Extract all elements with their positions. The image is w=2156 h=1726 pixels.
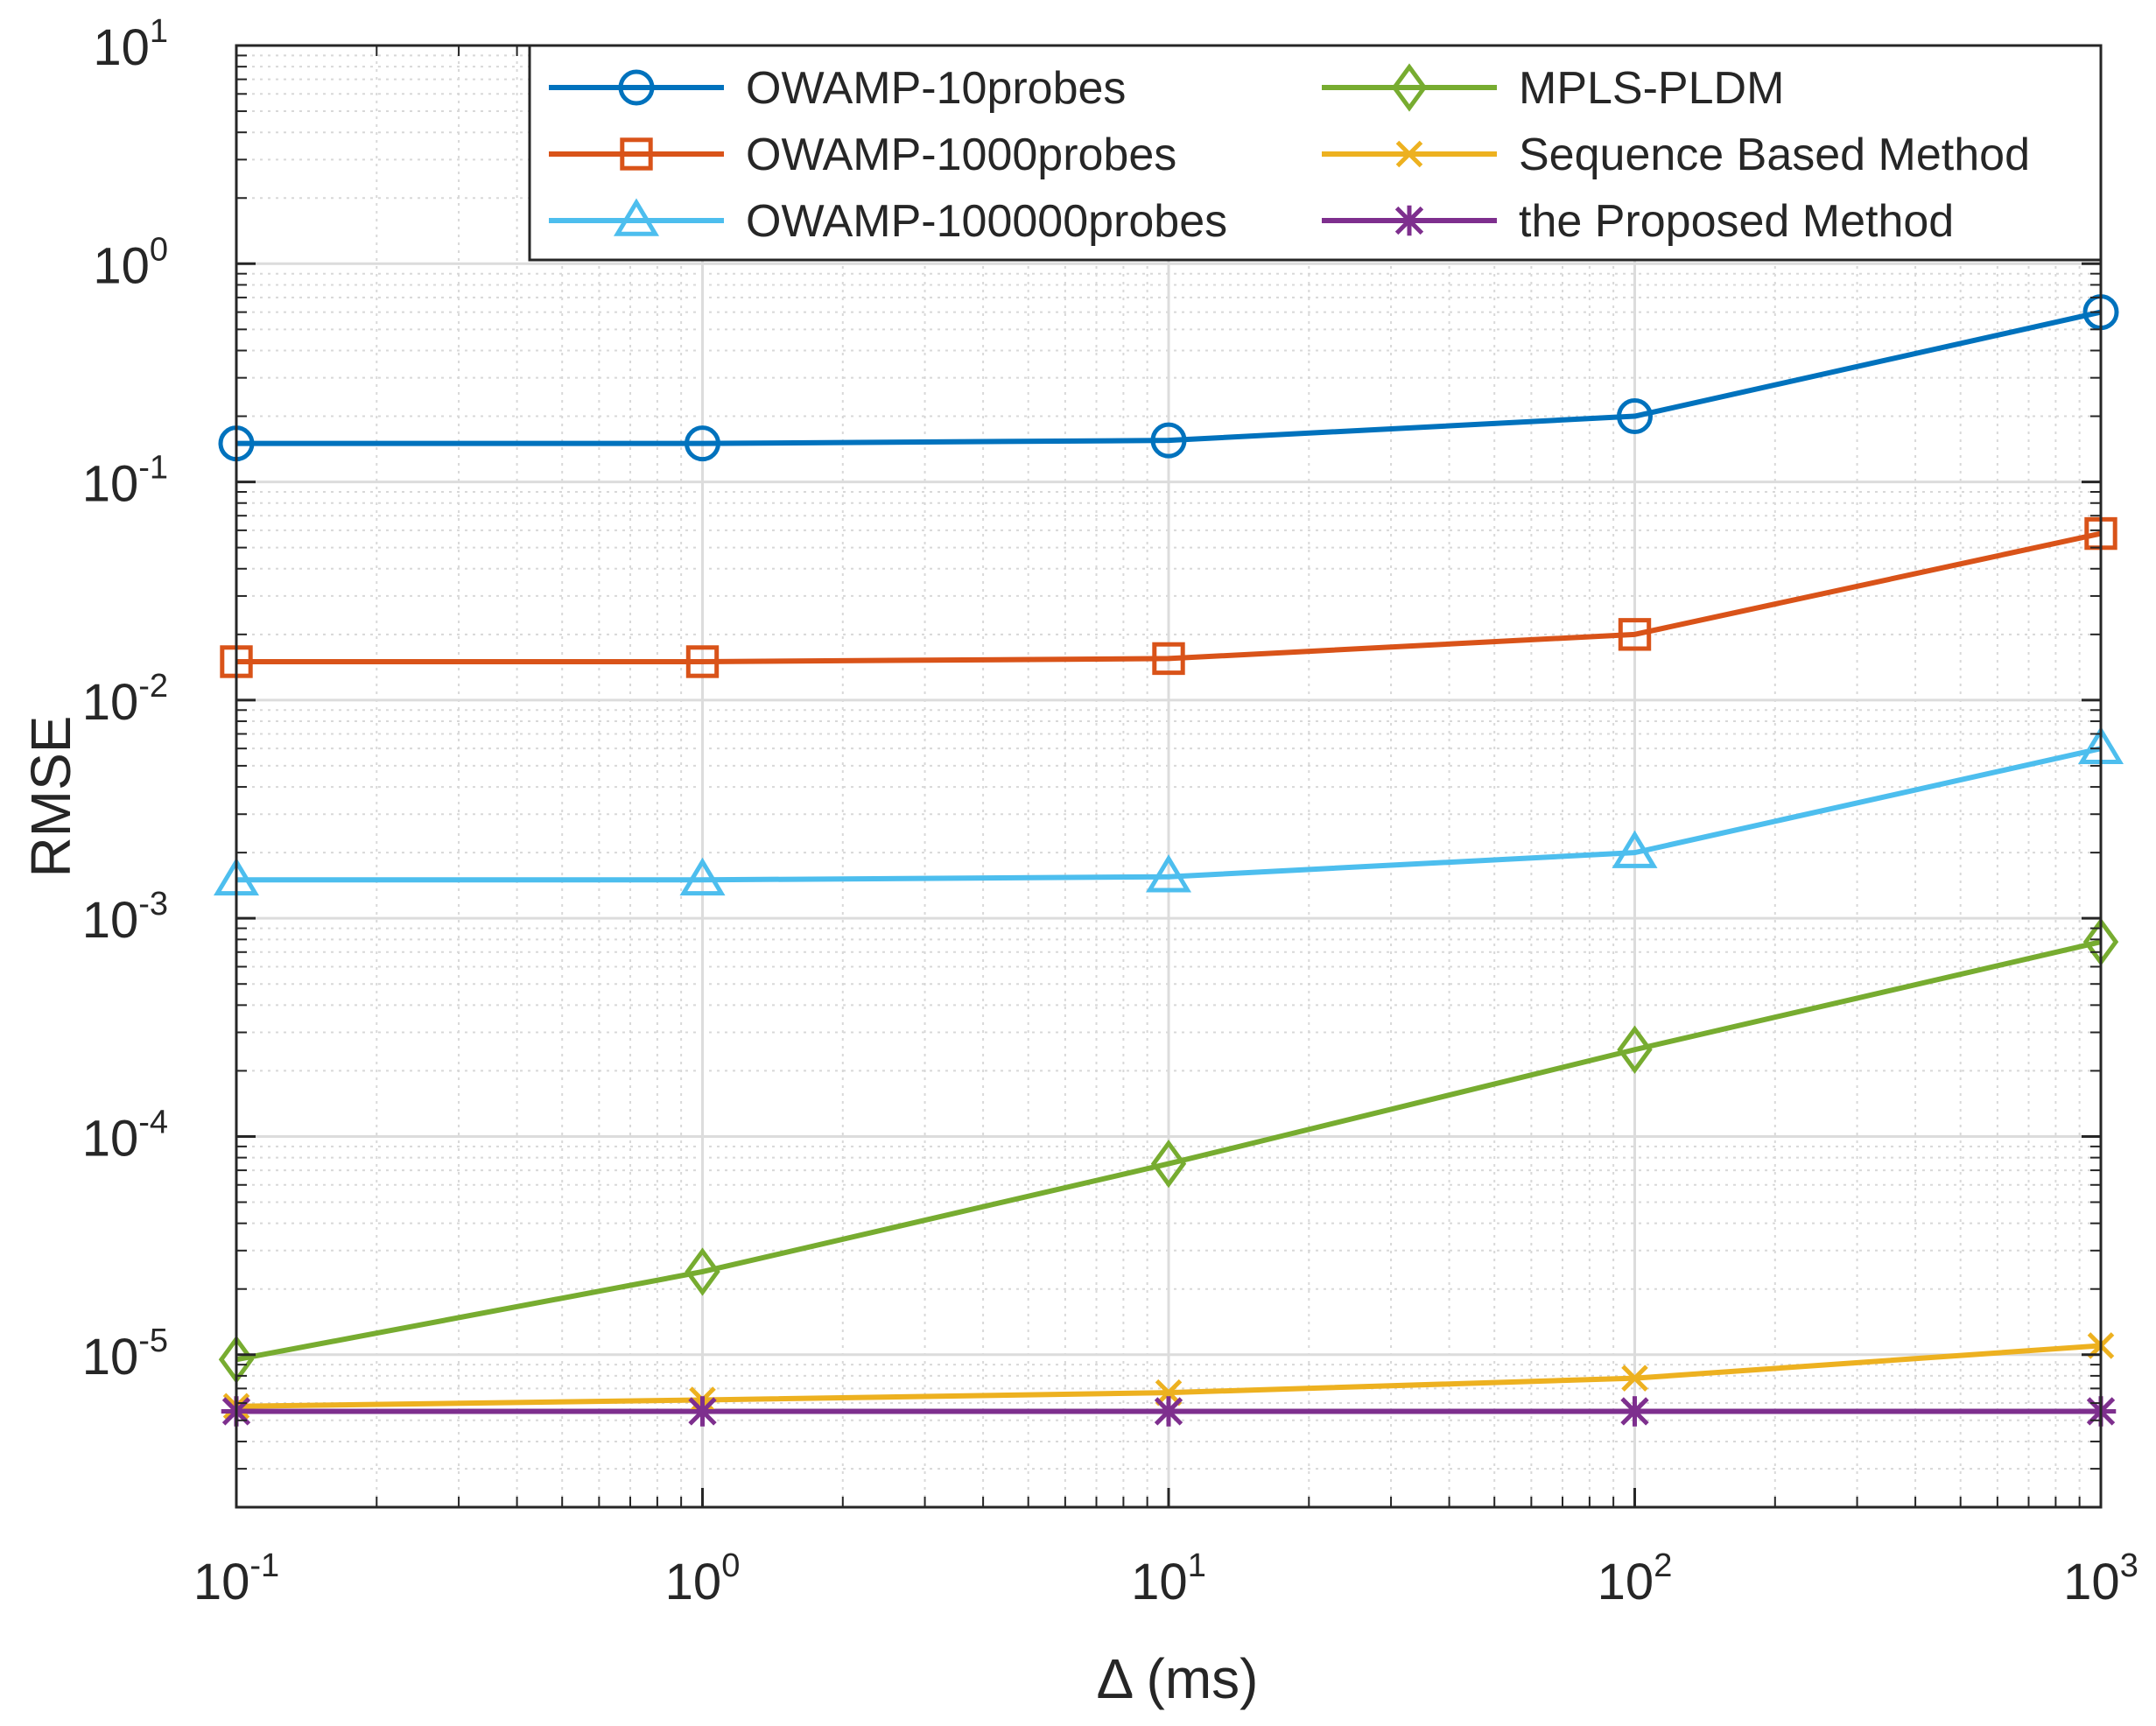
x-axis-label: Δ (ms) xyxy=(1097,1647,1259,1710)
legend-label: OWAMP-1000probes xyxy=(746,130,1176,180)
y-tick-label: 10-2 xyxy=(82,668,168,731)
triangle-marker xyxy=(613,198,660,236)
y-tick-label: 10-5 xyxy=(82,1323,168,1386)
data-point-the-proposed-method xyxy=(1619,1396,1650,1427)
legend-item-owamp-100000probes: OWAMP-100000probes xyxy=(549,196,1227,247)
data-point-mpls-pldm xyxy=(685,1247,720,1296)
y-tick-label: 10-1 xyxy=(82,450,168,513)
y-tick-label: 10-4 xyxy=(82,1104,168,1167)
series-line-owamp-1000probes xyxy=(236,530,2102,664)
data-point-owamp-100000probes xyxy=(679,857,726,896)
x-marker xyxy=(1395,140,1423,168)
legend-item-the-proposed-method: the Proposed Method xyxy=(1322,196,1954,247)
legend-label: OWAMP-10probes xyxy=(746,63,1126,114)
y-tick-label: 10-3 xyxy=(82,886,168,949)
data-point-owamp-100000probes xyxy=(1145,854,1192,893)
data-point-owamp-10probes xyxy=(1617,398,1653,435)
x-tick-label: 102 xyxy=(1598,1547,1673,1610)
data-point-the-proposed-method xyxy=(1153,1396,1184,1427)
x-tick-label: 100 xyxy=(665,1547,741,1610)
data-point-mpls-pldm xyxy=(1617,1025,1653,1074)
data-point-the-proposed-method xyxy=(687,1396,718,1427)
circle-marker xyxy=(618,69,655,106)
data-point-owamp-10probes xyxy=(1150,422,1187,459)
data-point-owamp-100000probes xyxy=(1612,830,1658,868)
series-markers xyxy=(213,294,2124,1427)
diamond-marker xyxy=(1391,63,1428,112)
data-point-owamp-1000probes xyxy=(1618,618,1652,651)
series-line-mpls-pldm xyxy=(235,939,2102,1363)
major-grid xyxy=(235,44,2103,1507)
series-line-owamp-100000probes xyxy=(236,746,2102,883)
legend-item-owamp-1000probes: OWAMP-1000probes xyxy=(549,130,1176,180)
x-tick-label: 101 xyxy=(1131,1547,1206,1610)
y-tick-label: 101 xyxy=(93,13,168,76)
data-point-mpls-pldm xyxy=(1150,1139,1187,1189)
legend-label: MPLS-PLDM xyxy=(1519,63,1784,114)
legend-item-owamp-10probes: OWAMP-10probes xyxy=(549,63,1126,114)
legend: OWAMP-10probes OWAMP-1000probes OWAMP-1000… xyxy=(528,44,2103,262)
legend-label: OWAMP-100000probes xyxy=(746,196,1227,247)
legend-label: the Proposed Method xyxy=(1519,196,1954,247)
legend-label: Sequence Based Method xyxy=(1519,130,2030,180)
x-tick-label: 10-1 xyxy=(193,1547,279,1610)
data-point-sequence-based-method xyxy=(1621,1365,1648,1392)
data-point-owamp-1000probes xyxy=(685,645,720,678)
square-marker xyxy=(620,137,653,171)
legend-box xyxy=(528,44,2103,262)
tick-labels: 10-1 100 101 102 103 10-5 10-4 10-3 10-2 10-1 100 1… xyxy=(82,13,2138,1610)
y-tick-label: 100 xyxy=(93,231,168,294)
y-axis-label: RMSE xyxy=(19,716,82,878)
star-marker xyxy=(1394,205,1425,236)
series-line-owamp-10probes xyxy=(236,309,2102,446)
legend-item-mpls-pldm: MPLS-PLDM xyxy=(1322,63,1784,114)
data-point-owamp-10probes xyxy=(685,425,720,462)
x-tick-label: 103 xyxy=(2063,1547,2138,1610)
x-marker-stroke xyxy=(1621,1365,1648,1392)
data-point-owamp-1000probes xyxy=(1152,642,1185,676)
x-marker-stroke xyxy=(1395,140,1423,168)
legend-item-sequence-based-method: Sequence Based Method xyxy=(1322,130,2030,180)
